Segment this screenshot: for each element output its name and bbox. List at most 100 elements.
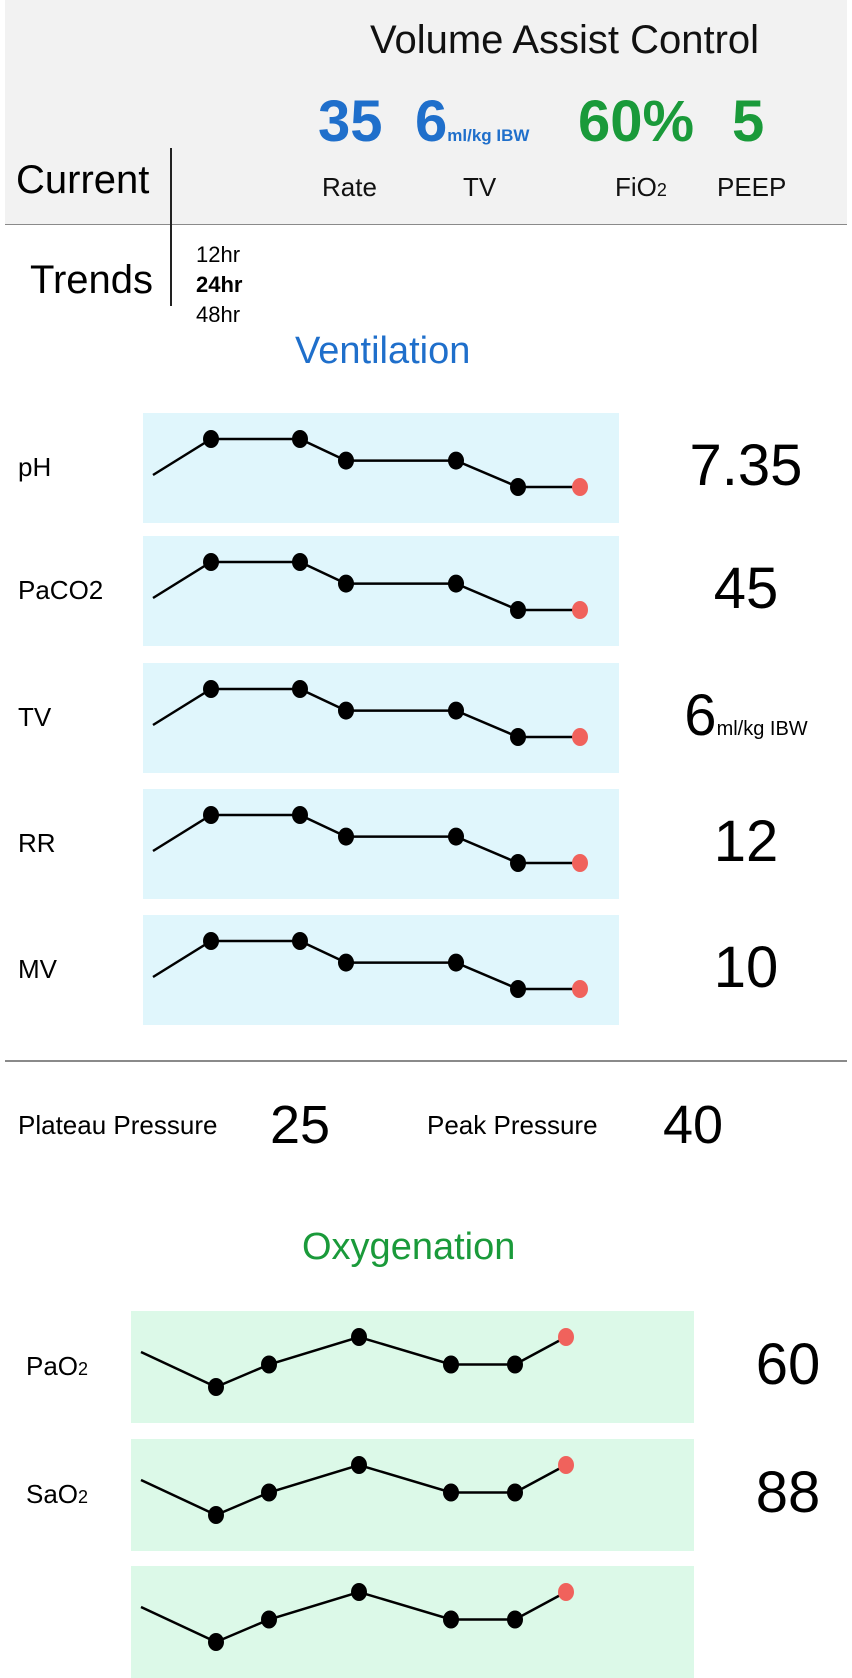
trend-latest-value[interactable]: 7.35 [650, 432, 842, 499]
trend-row-paco2[interactable]: PaCO2 45 [0, 536, 852, 646]
trend-chart-background [143, 663, 619, 773]
trend-latest-value[interactable]: 60 [728, 1331, 848, 1398]
trend-latest-point[interactable] [572, 854, 588, 872]
tv-unit: ml/kg IBW [447, 126, 530, 145]
trend-option-48hr[interactable]: 48hr [196, 302, 241, 327]
peak-pressure-label: Peak Pressure [427, 1110, 598, 1140]
trend-point[interactable] [261, 1355, 277, 1374]
trend-latest-point[interactable] [558, 1456, 574, 1474]
trend-point[interactable] [448, 827, 464, 846]
trend-point[interactable] [203, 932, 219, 950]
trend-point[interactable] [510, 601, 526, 619]
trend-point[interactable] [448, 574, 464, 593]
trend-latest-value[interactable]: 10 [650, 934, 842, 1001]
trend-point[interactable] [448, 701, 464, 720]
trend-point[interactable] [510, 980, 526, 998]
mode-title[interactable]: Volume Assist Control [370, 18, 760, 62]
trend-point[interactable] [292, 932, 308, 950]
trend-point[interactable] [510, 728, 526, 746]
trend-latest-point[interactable] [572, 478, 588, 496]
current-label: Current [16, 158, 150, 202]
trend-row-tv[interactable]: TV 6ml/kg IBW [0, 663, 852, 773]
trend-point[interactable] [351, 1583, 367, 1601]
trend-sparkline [152, 430, 588, 496]
trend-point[interactable] [510, 478, 526, 496]
trend-chart-background [131, 1439, 694, 1551]
ventilation-title: Ventilation [295, 330, 471, 372]
trend-point[interactable] [261, 1610, 277, 1629]
trend-point[interactable] [338, 827, 354, 846]
trend-point[interactable] [507, 1355, 523, 1374]
trend-point[interactable] [443, 1483, 459, 1502]
peep-label: PEEP [717, 172, 787, 202]
trend-label: PaCO2 [18, 575, 104, 605]
trend-point[interactable] [203, 680, 219, 698]
trend-point[interactable] [507, 1483, 523, 1502]
trend-latest-point[interactable] [572, 601, 588, 619]
trend-latest-number: 12 [713, 809, 779, 874]
trend-chart-background [143, 413, 619, 523]
trend-point[interactable] [292, 553, 308, 571]
trend-latest-point[interactable] [558, 1328, 574, 1346]
trend-point[interactable] [208, 1633, 224, 1651]
trend-line [140, 1590, 567, 1644]
trend-row-ph[interactable]: pH 7.35 [0, 413, 852, 523]
trend-latest-number: 6 [684, 683, 717, 748]
oxygenation-title: Oxygenation [302, 1226, 516, 1268]
fio2-label: FiO2 [615, 172, 667, 202]
trend-point[interactable] [507, 1610, 523, 1629]
peep-value[interactable]: 5 [732, 89, 765, 154]
trend-point[interactable] [292, 680, 308, 698]
fio2-value[interactable]: 60% [578, 89, 695, 154]
rate-value[interactable]: 35 [318, 89, 383, 154]
trend-point[interactable] [338, 953, 354, 972]
trend-point[interactable] [261, 1483, 277, 1502]
trend-point[interactable] [203, 430, 219, 448]
trend-point[interactable] [338, 701, 354, 720]
trend-point[interactable] [208, 1378, 224, 1396]
trend-point[interactable] [510, 854, 526, 872]
trend-row-rr[interactable]: RR 12 [0, 789, 852, 899]
trend-label: MV [18, 954, 57, 984]
trend-row-partial[interactable] [0, 1566, 852, 1678]
section-divider [5, 1060, 847, 1062]
trend-label: pH [18, 452, 52, 482]
trend-latest-value[interactable]: 45 [650, 555, 842, 622]
trend-chart-background [143, 915, 619, 1025]
trend-latest-value[interactable]: 6ml/kg IBW [650, 682, 842, 749]
trend-label: RR [18, 828, 56, 858]
trends-label: Trends [30, 258, 154, 302]
trend-point[interactable] [448, 953, 464, 972]
peak-pressure-value[interactable]: 40 [663, 1095, 724, 1155]
trend-latest-point[interactable] [572, 980, 588, 998]
trend-point[interactable] [208, 1506, 224, 1524]
trend-point[interactable] [203, 806, 219, 824]
trend-point[interactable] [338, 574, 354, 593]
trend-row-mv[interactable]: MV 10 [0, 915, 852, 1025]
trend-latest-point[interactable] [558, 1583, 574, 1601]
trend-point[interactable] [203, 553, 219, 571]
trend-row-sao2[interactable]: SaO2 88 [0, 1439, 852, 1551]
trend-point[interactable] [292, 806, 308, 824]
trend-point[interactable] [351, 1328, 367, 1346]
trend-chart-background [143, 789, 619, 899]
trend-option-24hr[interactable]: 24hr [196, 272, 243, 297]
settings-header [5, 0, 847, 225]
trend-point[interactable] [351, 1456, 367, 1474]
trend-latest-point[interactable] [572, 728, 588, 746]
trend-sparkline [152, 932, 588, 998]
tv-value[interactable]: 6ml/kg IBW [415, 89, 530, 154]
trend-point[interactable] [292, 430, 308, 448]
trend-latest-value[interactable]: 88 [728, 1459, 848, 1526]
trend-option-12hr[interactable]: 12hr [196, 242, 241, 267]
trend-latest-value[interactable]: 12 [650, 808, 842, 875]
trend-latest-unit: ml/kg IBW [716, 718, 808, 740]
plateau-pressure-value[interactable]: 25 [270, 1095, 331, 1155]
trend-point[interactable] [448, 451, 464, 470]
trend-point[interactable] [443, 1610, 459, 1629]
trend-row-pao2[interactable]: PaO2 60 [0, 1311, 852, 1423]
trend-chart-background [143, 536, 619, 646]
trend-point[interactable] [443, 1355, 459, 1374]
trend-label: SaO2 [26, 1479, 89, 1509]
trend-point[interactable] [338, 451, 354, 470]
